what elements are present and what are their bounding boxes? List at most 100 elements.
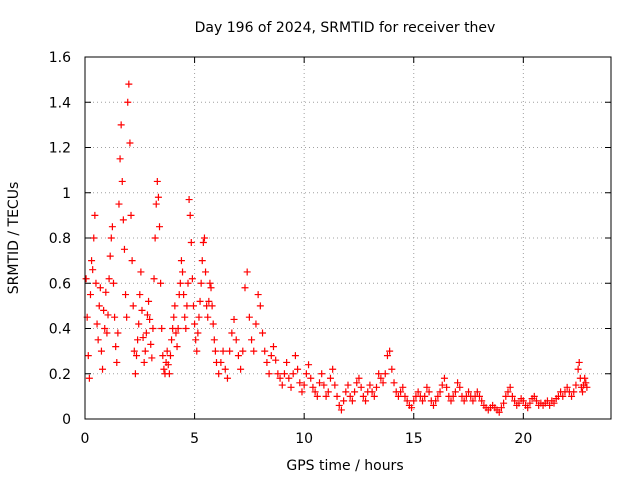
data-point [159,352,167,360]
data-point [126,139,134,147]
plot-frame [84,56,612,420]
data-point [351,388,359,396]
data-point [449,392,457,400]
data-point [199,239,207,247]
data-point [267,352,275,360]
data-point [111,313,119,321]
data-point [399,383,407,391]
data-point [115,200,123,208]
data-point [150,275,158,283]
data-point [101,325,109,332]
data-point [340,397,348,405]
y-axis-label: SRMTID / TECUs [6,182,22,295]
data-point [390,379,398,387]
data-point [96,284,104,292]
data-point [113,358,121,366]
data-point [158,325,166,332]
data-point [174,325,182,332]
data-point [309,383,317,391]
x-tick-label: 0 [81,431,90,447]
data-point [423,383,431,391]
data-point [181,313,189,321]
x-tick-labels: 0 5 10 15 20 [81,431,533,447]
data-point [283,358,291,366]
data-point [429,401,437,409]
data-point [329,365,337,373]
data-point [515,399,523,407]
y-tick-label: 0.2 [49,367,71,383]
data-point [581,374,589,382]
data-point [436,388,444,396]
data-point [460,397,468,405]
data-point [84,352,92,360]
data-point [170,313,178,321]
data-point [316,379,324,387]
data-point [331,381,339,389]
data-point [434,392,442,400]
data-point [401,392,409,400]
data-point [141,347,149,355]
data-point [313,392,321,400]
data-point [440,374,448,382]
data-point [287,383,295,391]
data-point [443,383,451,391]
data-point [559,392,567,400]
data-point [104,311,112,319]
data-point [456,383,464,391]
data-point [215,370,223,378]
data-point [357,383,365,391]
data-point [166,352,174,360]
data-point [140,358,148,366]
data-point [142,329,150,337]
data-point [93,320,101,328]
data-point [182,325,190,332]
data-point [300,381,308,389]
data-point [97,347,105,355]
data-point [206,279,214,287]
data-point [344,381,352,389]
data-point [151,234,159,242]
data-point [377,374,385,382]
data-point [583,383,591,391]
data-point [230,315,238,323]
data-point [165,370,173,378]
data-point [410,397,418,405]
data-point [94,336,102,344]
data-point [243,268,251,276]
data-point [414,388,422,396]
data-point [109,279,117,287]
data-point [205,297,213,305]
data-point [112,343,120,351]
data-point [148,354,156,362]
data-point [322,392,330,400]
data-point [226,347,234,355]
data-point [241,284,249,292]
x-tick-label: 15 [405,431,423,447]
data-point [532,397,540,405]
data-point [469,397,477,405]
data-point [478,397,486,405]
data-point [228,329,236,337]
data-point [197,279,205,287]
data-point [189,302,197,310]
data-point [476,392,483,400]
data-point [194,329,202,337]
data-point [362,397,370,405]
data-point [526,399,534,407]
data-point [379,379,387,387]
data-point [388,365,396,373]
data-point [164,361,172,369]
data-point [118,177,126,185]
data-point [219,347,227,355]
data-point [119,216,127,224]
data-point [375,370,383,378]
data-point [432,397,440,405]
data-point [359,392,367,400]
data-point [105,275,113,283]
data-point [386,347,394,355]
data-point [381,370,389,378]
data-point [185,196,193,204]
data-point [127,211,135,219]
data-point [269,343,277,351]
data-point [265,370,273,378]
